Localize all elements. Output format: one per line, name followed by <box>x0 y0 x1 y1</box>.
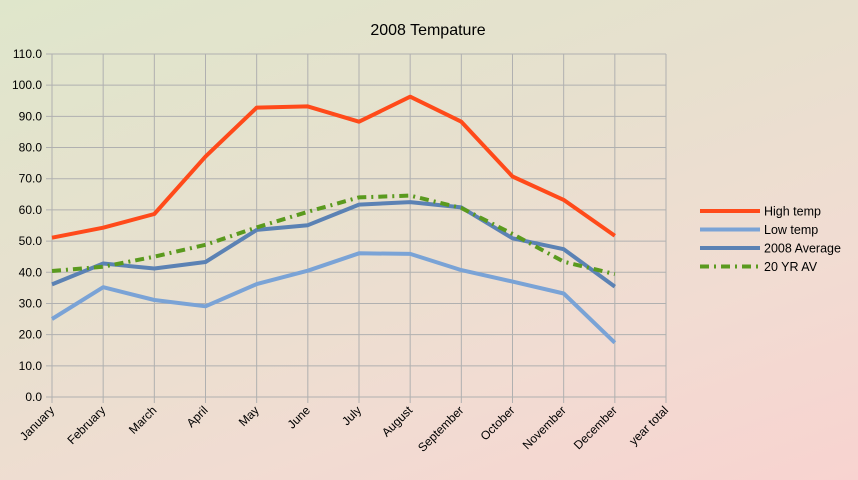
y-tick-label: 90.0 <box>19 109 43 123</box>
y-tick-label: 0.0 <box>25 390 42 404</box>
chart-title: 2008 Tempature <box>370 22 485 39</box>
x-tick-label: June <box>285 403 314 432</box>
series-line-low-temp <box>50 251 617 345</box>
legend-item: 20 YR AV <box>700 260 818 274</box>
legend-label: High temp <box>764 205 821 219</box>
series-lines <box>50 94 617 345</box>
x-tick-label: February <box>64 403 108 447</box>
x-tick-label: January <box>17 403 57 443</box>
legend-label: Low temp <box>764 223 818 237</box>
x-tick-label: March <box>126 403 159 436</box>
legend-label: 20 YR AV <box>764 260 818 274</box>
y-tick-label: 70.0 <box>19 172 43 186</box>
x-tick-label: September <box>415 403 466 454</box>
legend-label: 2008 Average <box>764 242 841 256</box>
y-axis: 0.0 10.0 20.0 30.0 40.0 50.0 60.0 70.0 80.0 90.0 1… <box>12 47 42 404</box>
x-tick-label: July <box>339 403 364 428</box>
y-tick-label: 80.0 <box>19 141 43 155</box>
x-tick-label: December <box>571 403 620 452</box>
y-tick-label: 50.0 <box>19 234 43 248</box>
x-tick-label: April <box>184 403 211 430</box>
y-tick-label: 40.0 <box>19 265 43 279</box>
x-tick-label: August <box>379 403 416 440</box>
x-tick-label: October <box>478 403 518 443</box>
y-tick-label: 110.0 <box>13 47 42 61</box>
grid <box>46 53 667 403</box>
y-tick-label: 10.0 <box>19 359 43 373</box>
series-line-20-yr-av <box>51 193 616 277</box>
series-line-high-temp <box>51 94 616 240</box>
legend: High temp Low temp 2008 Average 20 YR AV <box>700 205 841 274</box>
x-tick-label: year total <box>626 403 671 448</box>
x-tick-label: November <box>520 403 569 452</box>
y-tick-label: 20.0 <box>19 328 43 342</box>
legend-item: 2008 Average <box>700 242 841 256</box>
y-tick-label: 30.0 <box>19 296 43 310</box>
y-tick-label: 60.0 <box>19 203 43 217</box>
legend-item: High temp <box>700 205 821 219</box>
legend-item: Low temp <box>700 223 818 237</box>
x-tick-label: May <box>236 403 262 429</box>
x-axis: January February March April May June July Augu… <box>17 403 671 455</box>
y-tick-label: 100.0 <box>12 78 42 92</box>
